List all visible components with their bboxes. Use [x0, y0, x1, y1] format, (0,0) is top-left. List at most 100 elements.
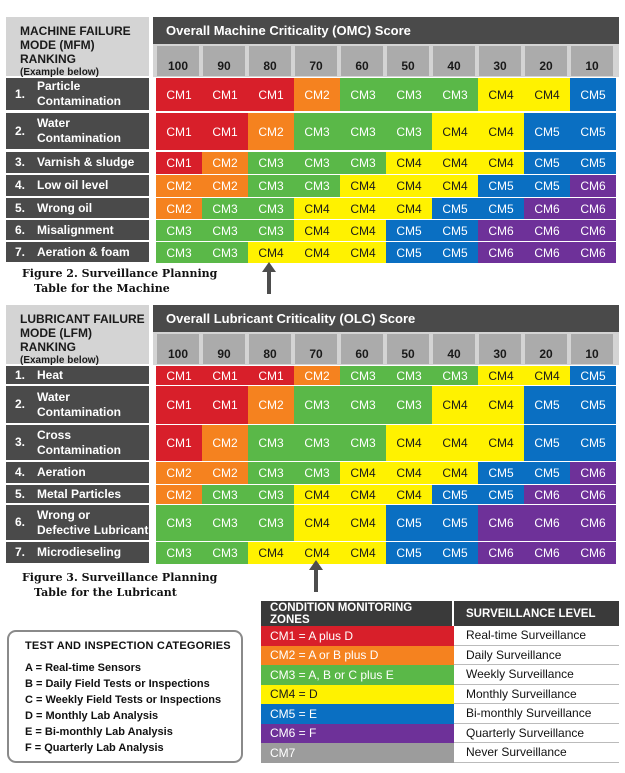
row-text-line2: Contamination [37, 94, 121, 108]
zone-cell: CM5 [524, 462, 570, 484]
zone-legend-row: CM1 = A plus D Real-time Surveillance [261, 626, 619, 646]
zone-cell: CM4 [340, 242, 386, 263]
category-item: E = Bi-monthly Lab Analysis [25, 726, 173, 738]
zone-legend-row: CM2 = A or B plus D Daily Surveillance [261, 645, 619, 665]
row-text-line1: Metal Particles [37, 486, 122, 501]
zone-cell: CM4 [432, 152, 478, 174]
zone-cell: CM3 [248, 198, 294, 219]
row-number: 2. [15, 123, 26, 138]
lubricant-row-label: 1. Heat [6, 366, 149, 384]
row-text-line1: Heat [37, 367, 64, 382]
zone-cell: CM2 [248, 113, 294, 150]
zone-cell: CM3 [248, 152, 294, 174]
zone-cell: CM6 [570, 220, 616, 241]
zone-cell: CM5 [478, 198, 524, 219]
zone-cell: CM3 [432, 78, 478, 111]
zone-cell: CM1 [202, 366, 248, 385]
zone-cell: CM3 [340, 113, 386, 150]
zone-cell: CM6 [478, 220, 524, 241]
zone-cell: CM3 [294, 152, 340, 174]
score-header-100: 100 [157, 46, 199, 76]
zone-cell: CM1 [248, 366, 294, 385]
zone-cell: CM3 [386, 113, 432, 150]
zone-cell: CM3 [294, 425, 340, 461]
zone-cell: CM3 [202, 220, 248, 241]
zone-cell: CM3 [248, 220, 294, 241]
lubricant-title: Overall Lubricant Criticality (OLC) Scor… [153, 305, 619, 332]
row-text-line1: Wrong oil [37, 200, 93, 215]
zone-cell: CM4 [478, 386, 524, 424]
row-text: Metal Particles [37, 487, 121, 502]
zone-cell: CM4 [386, 175, 432, 197]
surveillance-level: Daily Surveillance [454, 646, 619, 665]
row-text-line2: Defective Lubricant [37, 522, 149, 537]
zone-cell: CM5 [432, 198, 478, 219]
zone-cell: CM5 [570, 78, 616, 111]
zone-cell: CM6 [570, 542, 616, 564]
categories-title: TEST AND INSPECTION CATEGORIES [25, 640, 231, 652]
zone-cell: CM4 [432, 113, 478, 150]
zone-legend-row: CM7 Never Surveillance [261, 743, 619, 763]
score-header-90: 90 [203, 334, 245, 364]
row-text-line1: Particle [37, 79, 81, 93]
zone-cell: CM2 [248, 386, 294, 424]
row-text: Heat [37, 368, 63, 383]
zone-cell: CM1 [202, 78, 248, 111]
row-number: 3. [15, 155, 26, 169]
row-text-line1: Water [37, 389, 70, 404]
score-header-10: 10 [571, 46, 613, 76]
row-text: Cross Contamination [37, 428, 121, 458]
zone-cell: CM2 [156, 198, 202, 219]
zone-cell: CM5 [524, 113, 570, 150]
zone-cell: CM4 [432, 425, 478, 461]
zone-cell: CM1 [248, 78, 294, 111]
zone-cell: CM5 [478, 462, 524, 484]
figure-2-caption: Figure 2. Surveillance Planning Table fo… [22, 266, 217, 296]
zone-cell: CM4 [478, 78, 524, 111]
lubricant-row-label: 5. Metal Particles [6, 485, 149, 503]
zone-cell: CM3 [340, 152, 386, 174]
zone-cell: CM6 [478, 542, 524, 564]
machine-arrow-icon [262, 262, 276, 294]
machine-label-sub: (Example below) [20, 67, 99, 78]
zone-cell: CM1 [156, 152, 202, 174]
row-text-line2: Contamination [37, 442, 121, 457]
lubricant-label-line2: MODE (LFM) RANKING [20, 326, 92, 354]
row-text: Microdieseling [37, 545, 121, 560]
zone-cell: CM6 [570, 462, 616, 484]
zone-cell: CM1 [156, 425, 202, 461]
row-text-line1: Wrong or [37, 507, 91, 522]
zone-cell: CM4 [294, 542, 340, 564]
zone-legend-row: CM3 = A, B or C plus E Weekly Surveillanc… [261, 665, 619, 685]
zone-cell: CM6 [570, 198, 616, 219]
zone-cell: CM4 [478, 366, 524, 385]
machine-row-label: 5. Wrong oil [6, 198, 149, 218]
zone-cell: CM3 [248, 175, 294, 197]
zone-definition: CM6 = F [261, 723, 454, 743]
score-header-50: 50 [387, 46, 429, 76]
row-number: 7. [15, 244, 26, 259]
row-text-line1: Microdieseling [37, 545, 122, 559]
zone-cell: CM2 [294, 78, 340, 111]
zone-cell: CM3 [156, 505, 202, 541]
zone-cell: CM6 [478, 242, 524, 263]
figure-3-caption-line1: Figure 3. Surveillance Planning [22, 571, 218, 584]
zone-cell: CM5 [386, 505, 432, 541]
row-number: 1. [15, 86, 26, 101]
zone-cell: CM2 [202, 175, 248, 197]
zone-cell: CM5 [570, 425, 616, 461]
zone-cell: CM2 [156, 175, 202, 197]
row-number: 5. [15, 486, 26, 501]
row-number: 1. [15, 367, 26, 382]
zone-legend-row: CM4 = D Monthly Surveillance [261, 684, 619, 704]
test-inspection-categories: TEST AND INSPECTION CATEGORIES A = Real-… [7, 630, 243, 763]
zone-cell: CM4 [386, 198, 432, 219]
lubricant-row-label: 6. Wrong or Defective Lubricant [6, 505, 149, 540]
zone-cell: CM4 [340, 485, 386, 504]
zone-cell: CM4 [478, 152, 524, 174]
zone-cell: CM5 [386, 542, 432, 564]
category-item: C = Weekly Field Tests or Inspections [25, 694, 222, 706]
row-text-line1: Aeration [37, 465, 86, 479]
score-header-30: 30 [479, 334, 521, 364]
zone-cell: CM3 [156, 220, 202, 241]
